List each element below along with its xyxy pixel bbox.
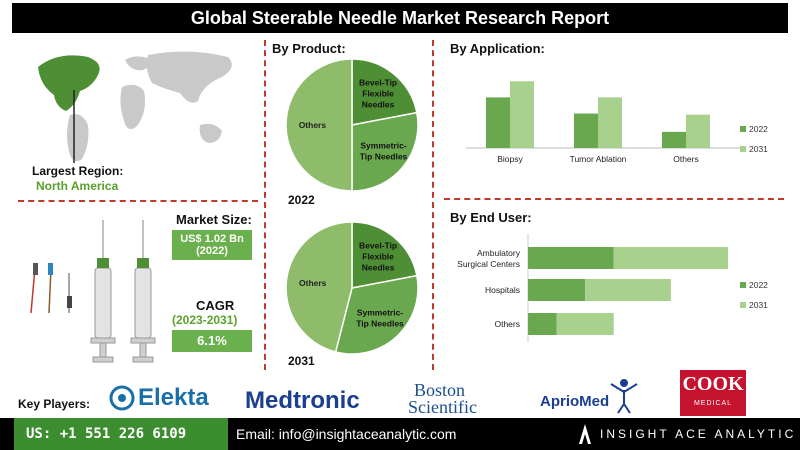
market-size-value: US$ 1.02 Bn — [180, 233, 244, 245]
scientific-word: Scientific — [408, 397, 477, 417]
pie-slice — [334, 274, 419, 355]
pie-slice-label: Others — [299, 278, 327, 288]
largest-region-value: North America — [36, 179, 119, 193]
cagr-period: (2023-2031) — [172, 313, 238, 327]
application-bar-chart: Biopsy Tumor Ablation Others 2022 2031 — [466, 81, 768, 164]
x-tick-label: Biopsy — [497, 154, 523, 164]
y-tick-label: Ambulatory Surgical Centers — [457, 248, 521, 269]
elekta-wordmark: Elekta — [138, 384, 209, 411]
bar — [510, 81, 534, 148]
pie-slice — [285, 58, 353, 192]
medical-wordmark: MEDICAL — [693, 400, 733, 407]
divider-right-h — [444, 198, 784, 200]
legend-label: 2022 — [749, 280, 768, 290]
cagr-value-box: 6.1% — [172, 330, 252, 352]
north-america-shape — [38, 55, 100, 111]
legend-label: 2031 — [749, 300, 768, 310]
page-title: Global Steerable Needle Market Research … — [12, 3, 788, 33]
elekta-logo: Elekta — [108, 384, 209, 412]
pie-slice-label: Bevel-Tip Flexible Needles — [359, 240, 397, 272]
legend-label: 2031 — [749, 144, 768, 154]
y-tick-label: Hospitals — [485, 285, 520, 295]
cook-wordmark: COOK — [682, 373, 744, 395]
pie-2031-year: 2031 — [288, 354, 315, 368]
divider-right — [432, 40, 434, 370]
cook-medical-logo: COOK MEDICAL — [680, 370, 746, 416]
footer-brand: INSIGHT ACE ANALYTIC — [600, 427, 797, 441]
pie-slice-label: Symmetric-Tip Needles — [360, 141, 408, 162]
elekta-emblem-icon — [109, 385, 135, 411]
by-product-header: By Product: — [272, 41, 346, 56]
x-tick-label: Others — [673, 154, 699, 164]
market-size-box: US$ 1.02 Bn (2022) — [172, 230, 252, 260]
legend-swatch — [740, 302, 746, 308]
divider-left-h — [18, 200, 258, 202]
world-map-icon — [38, 51, 232, 163]
boston-word: Boston — [414, 380, 466, 400]
apriomed-figure-icon — [610, 379, 638, 414]
bar-segment — [528, 313, 557, 335]
market-size-year: (2022) — [196, 245, 228, 257]
bar — [486, 97, 510, 148]
pie-slice-label: Others — [299, 120, 327, 130]
pie-slice — [351, 111, 419, 192]
bar-segment — [556, 313, 614, 335]
pie-2022-year: 2022 — [288, 193, 315, 207]
apriomed-logo: AprioMed — [540, 378, 639, 414]
divider-left — [264, 40, 266, 370]
by-application-header: By Application: — [450, 41, 545, 56]
pie-chart-2022: Bevel-Tip Flexible Needles Symmetric-Tip Ne… — [285, 58, 419, 192]
syringe-illustration-icon — [30, 220, 156, 363]
bar-segment — [528, 247, 614, 269]
medtronic-logo: Medtronic — [245, 387, 360, 414]
pie-slice — [285, 221, 353, 353]
pie-slice — [351, 58, 418, 126]
largest-region-label: Largest Region: — [32, 164, 124, 178]
bar-segment — [585, 279, 671, 301]
cagr-label: CAGR — [196, 298, 235, 313]
bar-segment — [528, 279, 586, 301]
bar — [574, 113, 598, 148]
y-tick-label: Others — [494, 319, 520, 329]
market-size-label: Market Size: — [176, 212, 252, 227]
legend-swatch — [740, 126, 746, 132]
bar — [598, 97, 622, 148]
end-user-bar-chart: Ambulatory Surgical Centers Hospitals Other… — [457, 234, 768, 342]
boston-scientific-logo: Boston Scientific — [408, 380, 477, 417]
key-players-label: Key Players: — [18, 397, 91, 411]
apriomed-wordmark: AprioMed — [540, 393, 610, 410]
bar-segment — [613, 247, 728, 269]
by-end-user-header: By End User: — [450, 210, 532, 225]
bar — [686, 114, 710, 148]
insight-ace-logo-icon — [579, 424, 591, 444]
footer-phone[interactable]: US: +1 551 226 6109 — [14, 418, 228, 450]
bar — [662, 131, 686, 148]
pie-chart-2031: Bevel-Tip Flexible Needles Symmetric-Tip Ne… — [285, 221, 419, 355]
legend-label: 2022 — [749, 124, 768, 134]
pie-slice-label: Bevel-Tip Flexible Needles — [359, 77, 397, 109]
legend-swatch — [740, 146, 746, 152]
footer-email[interactable]: Email: info@insightaceanalytic.com — [236, 426, 457, 442]
pie-slice — [351, 221, 418, 289]
x-tick-label: Tumor Ablation — [570, 154, 627, 164]
pie-slice-label: Symmetric-Tip Needles — [356, 307, 404, 328]
legend-swatch — [740, 282, 746, 288]
